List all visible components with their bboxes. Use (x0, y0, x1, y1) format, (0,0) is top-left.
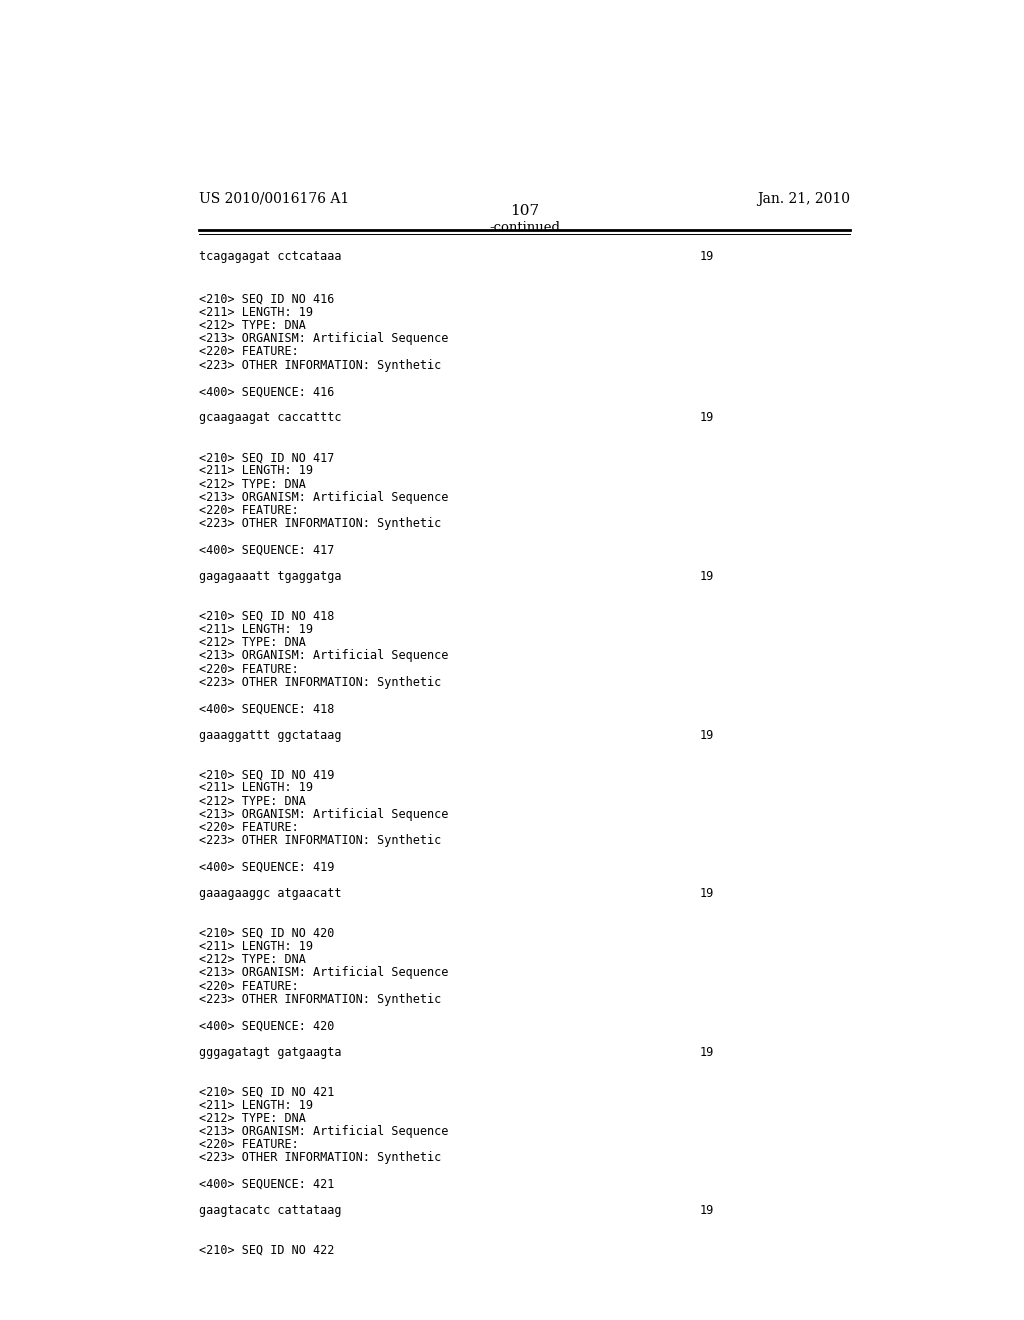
Text: <400> SEQUENCE: 420: <400> SEQUENCE: 420 (200, 1019, 335, 1032)
Text: <223> OTHER INFORMATION: Synthetic: <223> OTHER INFORMATION: Synthetic (200, 517, 441, 531)
Text: 107: 107 (510, 205, 540, 218)
Text: gggagatagt gatgaagta: gggagatagt gatgaagta (200, 1045, 342, 1059)
Text: <212> TYPE: DNA: <212> TYPE: DNA (200, 953, 306, 966)
Text: <213> ORGANISM: Artificial Sequence: <213> ORGANISM: Artificial Sequence (200, 808, 449, 821)
Text: <220> FEATURE:: <220> FEATURE: (200, 346, 299, 359)
Text: gaaaggattt ggctataag: gaaaggattt ggctataag (200, 729, 342, 742)
Text: 19: 19 (699, 249, 714, 263)
Text: gaagtacatc cattataag: gaagtacatc cattataag (200, 1204, 342, 1217)
Text: gcaagaagat caccatttc: gcaagaagat caccatttc (200, 412, 342, 425)
Text: <210> SEQ ID NO 422: <210> SEQ ID NO 422 (200, 1243, 335, 1257)
Text: tcagagagat cctcataaa: tcagagagat cctcataaa (200, 249, 342, 263)
Text: <220> FEATURE:: <220> FEATURE: (200, 979, 299, 993)
Text: <211> LENGTH: 19: <211> LENGTH: 19 (200, 940, 313, 953)
Text: <220> FEATURE:: <220> FEATURE: (200, 663, 299, 676)
Text: <213> ORGANISM: Artificial Sequence: <213> ORGANISM: Artificial Sequence (200, 333, 449, 346)
Text: <223> OTHER INFORMATION: Synthetic: <223> OTHER INFORMATION: Synthetic (200, 1151, 441, 1164)
Text: <210> SEQ ID NO 420: <210> SEQ ID NO 420 (200, 927, 335, 940)
Text: <212> TYPE: DNA: <212> TYPE: DNA (200, 636, 306, 649)
Text: 19: 19 (699, 412, 714, 425)
Text: 19: 19 (699, 570, 714, 583)
Text: <213> ORGANISM: Artificial Sequence: <213> ORGANISM: Artificial Sequence (200, 1125, 449, 1138)
Text: 19: 19 (699, 729, 714, 742)
Text: <400> SEQUENCE: 421: <400> SEQUENCE: 421 (200, 1177, 335, 1191)
Text: -continued: -continued (489, 222, 560, 235)
Text: <211> LENGTH: 19: <211> LENGTH: 19 (200, 1098, 313, 1111)
Text: <220> FEATURE:: <220> FEATURE: (200, 821, 299, 834)
Text: <213> ORGANISM: Artificial Sequence: <213> ORGANISM: Artificial Sequence (200, 966, 449, 979)
Text: <223> OTHER INFORMATION: Synthetic: <223> OTHER INFORMATION: Synthetic (200, 834, 441, 847)
Text: 19: 19 (699, 1045, 714, 1059)
Text: <210> SEQ ID NO 421: <210> SEQ ID NO 421 (200, 1085, 335, 1098)
Text: <212> TYPE: DNA: <212> TYPE: DNA (200, 795, 306, 808)
Text: <211> LENGTH: 19: <211> LENGTH: 19 (200, 306, 313, 318)
Text: <211> LENGTH: 19: <211> LENGTH: 19 (200, 781, 313, 795)
Text: <211> LENGTH: 19: <211> LENGTH: 19 (200, 623, 313, 636)
Text: <223> OTHER INFORMATION: Synthetic: <223> OTHER INFORMATION: Synthetic (200, 676, 441, 689)
Text: <400> SEQUENCE: 416: <400> SEQUENCE: 416 (200, 385, 335, 399)
Text: <223> OTHER INFORMATION: Synthetic: <223> OTHER INFORMATION: Synthetic (200, 993, 441, 1006)
Text: 19: 19 (699, 1204, 714, 1217)
Text: <210> SEQ ID NO 419: <210> SEQ ID NO 419 (200, 768, 335, 781)
Text: <400> SEQUENCE: 419: <400> SEQUENCE: 419 (200, 861, 335, 874)
Text: <213> ORGANISM: Artificial Sequence: <213> ORGANISM: Artificial Sequence (200, 649, 449, 663)
Text: <220> FEATURE:: <220> FEATURE: (200, 504, 299, 517)
Text: gaaagaaggc atgaacatt: gaaagaaggc atgaacatt (200, 887, 342, 900)
Text: US 2010/0016176 A1: US 2010/0016176 A1 (200, 191, 349, 206)
Text: <212> TYPE: DNA: <212> TYPE: DNA (200, 478, 306, 491)
Text: <210> SEQ ID NO 417: <210> SEQ ID NO 417 (200, 451, 335, 465)
Text: <223> OTHER INFORMATION: Synthetic: <223> OTHER INFORMATION: Synthetic (200, 359, 441, 372)
Text: <212> TYPE: DNA: <212> TYPE: DNA (200, 319, 306, 333)
Text: gagagaaatt tgaggatga: gagagaaatt tgaggatga (200, 570, 342, 583)
Text: <400> SEQUENCE: 418: <400> SEQUENCE: 418 (200, 702, 335, 715)
Text: <400> SEQUENCE: 417: <400> SEQUENCE: 417 (200, 544, 335, 557)
Text: <210> SEQ ID NO 418: <210> SEQ ID NO 418 (200, 610, 335, 623)
Text: <213> ORGANISM: Artificial Sequence: <213> ORGANISM: Artificial Sequence (200, 491, 449, 504)
Text: <220> FEATURE:: <220> FEATURE: (200, 1138, 299, 1151)
Text: <211> LENGTH: 19: <211> LENGTH: 19 (200, 465, 313, 478)
Text: Jan. 21, 2010: Jan. 21, 2010 (757, 191, 850, 206)
Text: 19: 19 (699, 887, 714, 900)
Text: <212> TYPE: DNA: <212> TYPE: DNA (200, 1111, 306, 1125)
Text: <210> SEQ ID NO 416: <210> SEQ ID NO 416 (200, 293, 335, 305)
